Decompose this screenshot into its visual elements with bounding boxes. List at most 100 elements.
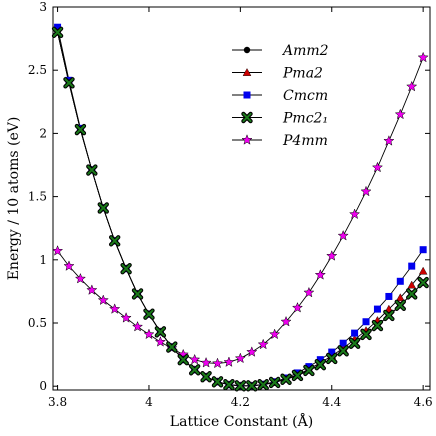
y-tick-label: 2: [39, 126, 47, 140]
legend-label: Pma2: [282, 66, 323, 82]
data-point: [247, 381, 257, 391]
data-point: [155, 327, 165, 337]
data-point: [75, 125, 86, 135]
plot-frame: [52, 6, 431, 391]
data-point: [235, 381, 245, 391]
data-point: [418, 277, 428, 288]
data-point: [189, 353, 201, 365]
data-point: [418, 266, 428, 275]
data-point: [372, 320, 383, 331]
legend-label: Cmcm: [283, 88, 328, 104]
y-axis-label: Energy / 10 atoms (eV): [6, 117, 22, 281]
data-point: [270, 377, 280, 388]
data-point: [281, 374, 291, 384]
legend-label: Amm2: [281, 43, 329, 59]
x-tick-label: 4.6: [414, 395, 433, 409]
legend-marker: [243, 91, 251, 99]
data-point: [314, 269, 326, 280]
data-point: [154, 336, 167, 347]
data-point: [385, 292, 393, 300]
data-point: [315, 360, 325, 370]
data-point: [200, 356, 212, 368]
data-point: [110, 236, 120, 246]
data-point: [337, 229, 349, 241]
x-tick-label: 3.8: [48, 395, 67, 409]
series-markers-group: [54, 29, 427, 390]
data-point: [201, 372, 211, 382]
y-tick-label: 1: [39, 253, 47, 267]
data-point: [246, 346, 258, 357]
data-point: [328, 348, 336, 356]
data-point: [52, 27, 63, 37]
data-point: [395, 293, 405, 302]
series-markers-group: [54, 23, 427, 390]
data-point: [348, 208, 361, 220]
data-point: [63, 260, 75, 271]
series-markers: [51, 23, 429, 392]
data-point: [98, 203, 108, 213]
data-point: [350, 338, 360, 348]
x-axis-label: Lattice Constant (Å): [170, 412, 313, 430]
y-tick-label: 0: [39, 379, 47, 393]
data-point: [190, 365, 200, 375]
y-tick-label: 3: [39, 0, 47, 14]
x-tick-label: 4.4: [322, 395, 341, 409]
data-point: [269, 328, 281, 340]
x-tick-label: 4.2: [231, 395, 250, 409]
x-tick-label: 4: [145, 395, 153, 409]
data-point: [362, 318, 370, 326]
data-point: [86, 284, 98, 295]
series-markers-group: [53, 27, 428, 390]
legend: Amm2 Pma2 Cmcm Pmc2₁ P4mm: [232, 43, 329, 149]
data-point: [304, 365, 314, 376]
data-point: [131, 320, 144, 332]
data-point: [383, 135, 395, 146]
data-point: [406, 80, 418, 92]
legend-marker: [241, 134, 253, 145]
data-point: [258, 380, 268, 390]
data-point: [384, 310, 394, 321]
series-markers-group: [51, 51, 429, 369]
data-point: [371, 161, 384, 173]
data-point: [316, 356, 324, 364]
data-point: [303, 286, 315, 298]
data-point: [326, 250, 338, 261]
data-point: [361, 329, 371, 339]
axis-ticks: 3.8 4 4.2 4.4 4.6 0 0.5 1 1.5 2 2.5 3: [28, 0, 433, 409]
data-point: [132, 289, 143, 299]
data-point: [327, 353, 337, 363]
data-point: [223, 356, 235, 367]
data-point: [120, 312, 132, 323]
y-tick-label: 0.5: [28, 316, 47, 330]
data-point: [280, 315, 292, 327]
data-point: [292, 370, 303, 381]
data-point: [396, 277, 404, 285]
legend-marker: [243, 46, 251, 54]
data-point: [51, 245, 64, 256]
y-tick-label: 1.5: [28, 190, 47, 204]
data-point: [212, 377, 223, 387]
data-point: [224, 380, 234, 390]
data-point: [417, 51, 429, 63]
y-tick-label: 2.5: [28, 63, 47, 77]
data-point: [234, 352, 246, 364]
legend-marker: [242, 68, 252, 76]
data-point: [97, 294, 109, 306]
data-point: [360, 185, 372, 197]
data-point: [54, 23, 62, 31]
data-point: [291, 301, 304, 313]
legend-marker: [242, 112, 252, 123]
series-line: [57, 57, 424, 364]
data-point: [64, 78, 74, 88]
data-point: [339, 339, 347, 347]
data-point: [373, 305, 381, 313]
data-point: [121, 264, 131, 274]
data-point: [257, 338, 269, 350]
data-point: [74, 272, 87, 284]
data-point: [109, 303, 121, 314]
series-markers-group: [51, 26, 429, 392]
data-point: [395, 300, 405, 310]
data-point: [394, 108, 406, 120]
data-point: [211, 357, 224, 369]
